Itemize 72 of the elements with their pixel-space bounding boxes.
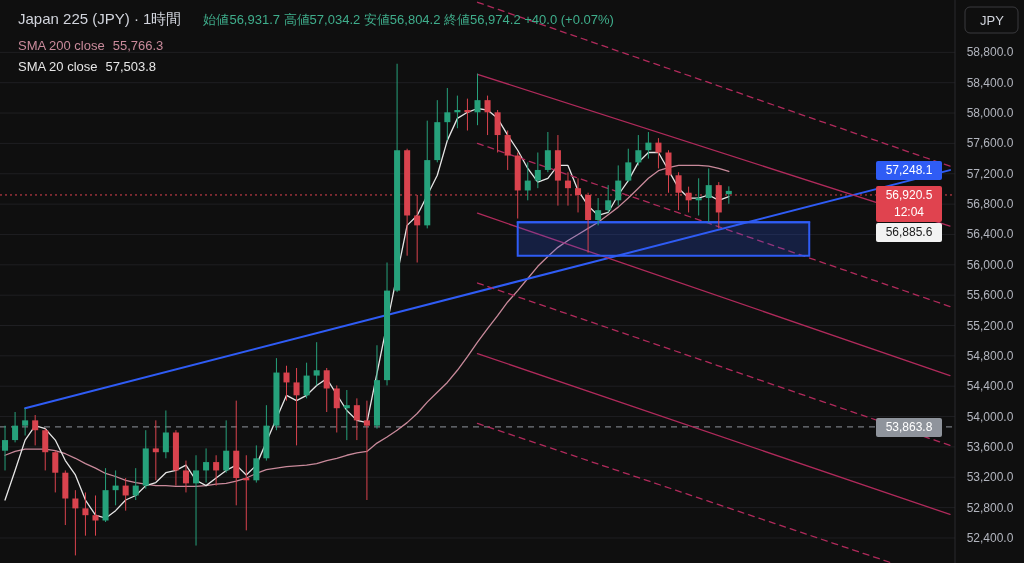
candlestick bbox=[22, 407, 29, 437]
y-tick-label: 55,200.0 bbox=[966, 318, 1014, 333]
y-tick-label: 56,800.0 bbox=[966, 197, 1014, 212]
candlestick bbox=[193, 454, 200, 547]
candlestick bbox=[504, 130, 511, 171]
candlestick bbox=[444, 87, 451, 141]
candlestick bbox=[353, 397, 360, 441]
candlestick bbox=[665, 149, 672, 194]
candlestick bbox=[615, 164, 622, 207]
y-tick-label: 55,600.0 bbox=[966, 288, 1014, 303]
y-tick-label: 57,200.0 bbox=[966, 166, 1014, 181]
y-tick-label: 54,000.0 bbox=[966, 409, 1014, 424]
y-tick-label: 58,800.0 bbox=[966, 45, 1014, 60]
candlestick bbox=[484, 95, 491, 136]
candlestick bbox=[544, 131, 551, 173]
candlestick bbox=[32, 414, 39, 446]
candlestick bbox=[524, 161, 531, 201]
ref-line-label: 56,920.5 bbox=[885, 187, 933, 202]
y-tick-label: 58,000.0 bbox=[966, 106, 1014, 121]
y-tick-label: 53,600.0 bbox=[966, 439, 1014, 454]
y-tick-label: 54,800.0 bbox=[966, 348, 1014, 363]
candlestick bbox=[132, 467, 139, 501]
candlestick bbox=[333, 384, 340, 433]
candlestick bbox=[213, 454, 220, 487]
candlestick bbox=[12, 411, 19, 443]
text: Japan 225 (JPY) · 1時間 bbox=[18, 10, 182, 27]
candlestick bbox=[625, 148, 632, 183]
text: JPY bbox=[980, 13, 1005, 28]
y-tick-label: 58,400.0 bbox=[966, 75, 1014, 90]
candlestick bbox=[82, 491, 89, 537]
candlestick bbox=[705, 167, 712, 223]
data-label: 57,248.1 bbox=[885, 163, 933, 178]
candlestick bbox=[223, 419, 230, 474]
candlestick bbox=[343, 389, 350, 441]
legend: SMA 200 close 55,766.3 SMA 20 close 57,503.8 bbox=[18, 38, 164, 74]
candlestick bbox=[42, 428, 49, 471]
candlestick bbox=[313, 341, 320, 386]
candlestick bbox=[253, 444, 260, 484]
y-tick-label: 52,800.0 bbox=[966, 500, 1014, 515]
candlestick bbox=[52, 450, 59, 493]
candlestick bbox=[685, 186, 692, 213]
candlestick bbox=[363, 400, 370, 501]
candlestick bbox=[293, 367, 300, 446]
candlestick bbox=[2, 425, 9, 471]
candlestick bbox=[72, 489, 79, 556]
y-tick-label: 52,400.0 bbox=[966, 530, 1014, 545]
candlestick bbox=[534, 152, 541, 189]
candlestick bbox=[122, 477, 129, 512]
candlestick bbox=[203, 447, 210, 484]
y-tick-label: 57,600.0 bbox=[966, 136, 1014, 151]
candlestick bbox=[645, 131, 652, 160]
candlestick bbox=[283, 365, 290, 402]
candlestick bbox=[92, 494, 99, 537]
y-tick-label: 53,200.0 bbox=[966, 470, 1014, 485]
candlestick bbox=[323, 367, 330, 413]
candlestick bbox=[303, 362, 310, 399]
candlestick bbox=[635, 134, 642, 166]
y-tick-label: 56,400.0 bbox=[966, 227, 1014, 242]
text: 始値56,931.7 高値57,034.2 安値56,804.2 終値56,974.2 +40.0 (+0.07%) bbox=[203, 12, 614, 27]
candlestick bbox=[605, 184, 612, 213]
ref-line-label: 53,863.8 bbox=[885, 419, 933, 434]
annotation: 12:04 bbox=[893, 204, 925, 219]
annotation: 56,885.6 bbox=[885, 224, 933, 239]
candlestick bbox=[595, 197, 602, 226]
candlestick bbox=[152, 419, 159, 481]
candlestick bbox=[655, 137, 662, 169]
candlestick bbox=[494, 109, 501, 154]
y-tick-label: 54,400.0 bbox=[966, 379, 1014, 394]
candlestick bbox=[162, 409, 169, 459]
candlestick bbox=[474, 73, 481, 126]
y-tick-label: 56,000.0 bbox=[966, 257, 1014, 272]
candlestick bbox=[182, 460, 189, 493]
